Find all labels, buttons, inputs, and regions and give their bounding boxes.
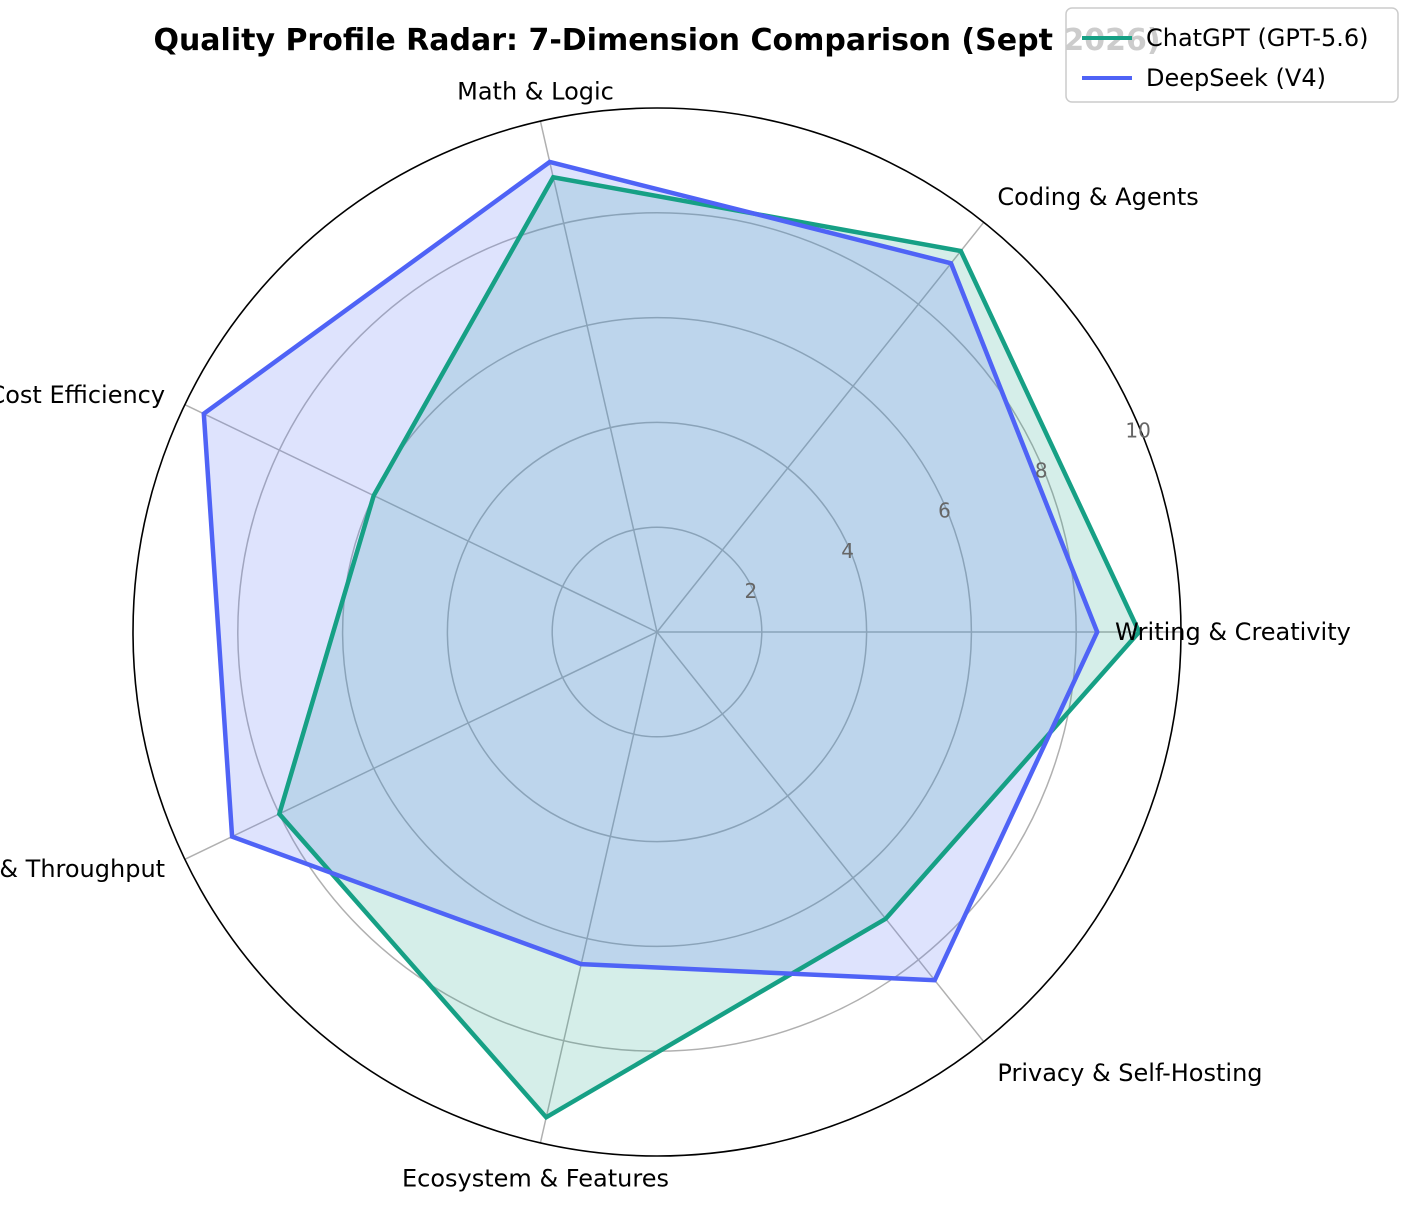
- grid-spoke: [184, 631, 658, 861]
- grid-spoke: [184, 403, 658, 633]
- axis-label: Writing & Creativity: [1115, 618, 1351, 646]
- series-fill-1: [203, 162, 1098, 981]
- grid-spoke: [656, 631, 985, 1043]
- axis-label: Ecosystem & Features: [402, 1164, 669, 1192]
- legend-box: [1065, 7, 1399, 103]
- series-line-1: [201, 159, 1100, 983]
- r-tick-label: 10: [1125, 418, 1150, 442]
- axis-label: Coding & Agents: [997, 183, 1198, 211]
- series-line-0: [276, 174, 1142, 1121]
- r-tick-label: 4: [841, 539, 854, 563]
- grid-spoke: [539, 120, 658, 633]
- axis-label: Math & Logic: [457, 78, 614, 106]
- series-fill-layer: [203, 162, 1140, 1118]
- r-tick-label: 8: [1035, 459, 1048, 483]
- polar-frame: [132, 107, 1182, 1157]
- axis-label: Privacy & Self-Hosting: [997, 1059, 1262, 1087]
- series-fill-0: [279, 177, 1140, 1118]
- legend-label-deepseek: DeepSeek (V4): [1146, 64, 1326, 92]
- axis-label: Cost Efficiency: [0, 381, 165, 409]
- series-line-layer: [201, 159, 1142, 1121]
- legend-label-chatgpt: ChatGPT (GPT-5.6): [1146, 24, 1369, 52]
- r-tick-label: 6: [938, 499, 951, 523]
- grid-spoke: [539, 631, 658, 1144]
- grid-spoke: [656, 221, 985, 633]
- axis-label-layer: 2 4 6 8 10 Writing & Creativity Coding & Agent…: [0, 78, 1351, 1193]
- chart-title: Quality Profile Radar: 7-Dimension Compa…: [153, 23, 1160, 58]
- r-tick-label: 2: [744, 579, 757, 603]
- legend: ChatGPT (GPT-5.6) DeepSeek (V4): [1065, 7, 1399, 103]
- axis-label: Speed & Throughput: [0, 855, 165, 883]
